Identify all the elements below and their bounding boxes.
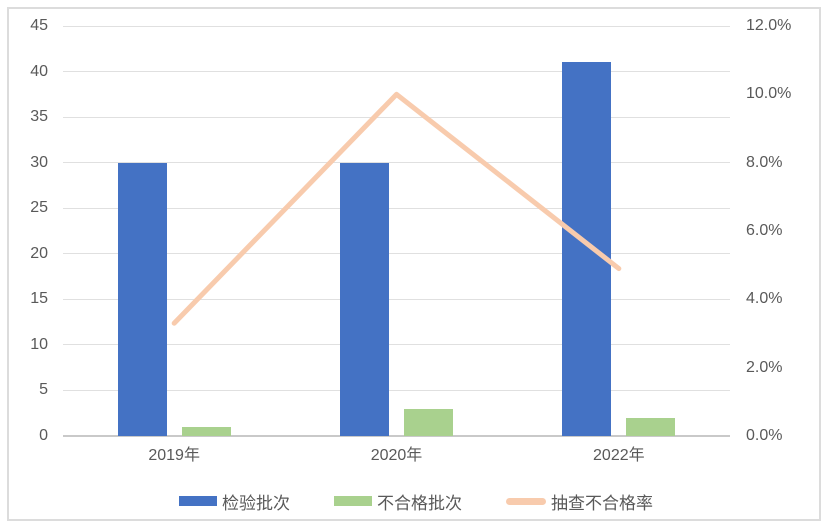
left-axis-tick-label: 5 [39, 381, 48, 399]
left-axis-tick-label: 10 [30, 335, 48, 353]
right-axis-tick-label: 8.0% [746, 153, 783, 171]
x-axis-label: 2020年 [370, 447, 423, 464]
legend-item-抽查不合格率: 抽查不合格率 [506, 489, 653, 514]
bar-检验批次-2019年 [117, 162, 167, 436]
right-axis-tick-label: 4.0% [746, 290, 783, 308]
right-axis-tick-label: 0.0% [746, 427, 783, 444]
left-axis-tick-label: 25 [30, 199, 48, 217]
legend-bar-swatch-icon [334, 496, 372, 506]
bar-不合格批次-2019年 [181, 426, 231, 436]
legend-item-不合格批次: 不合格批次 [334, 489, 462, 514]
bar-不合格批次-2020年 [404, 408, 453, 436]
legend-bar-swatch-icon [179, 496, 217, 506]
gridline [63, 389, 730, 391]
left-axis-tick-label: 15 [30, 290, 48, 308]
left-axis-tick-label: 35 [30, 108, 48, 126]
legend: 检验批次 不合格批次 抽查不合格率 [0, 487, 832, 515]
right-axis-tick-label: 12.0% [746, 17, 792, 34]
gridline [63, 25, 730, 27]
left-axis-tick-label: 45 [30, 17, 48, 34]
bar-不合格批次-2022年 [626, 417, 676, 436]
gridline [63, 344, 730, 346]
legend-item-检验批次: 检验批次 [179, 489, 290, 514]
x-axis-line [63, 435, 730, 437]
right-axis-tick-label: 6.0% [746, 222, 783, 239]
left-axis-tick-label: 30 [30, 153, 48, 171]
gridline [63, 71, 730, 73]
legend-line-swatch-icon [506, 497, 546, 505]
left-axis-tick-label: 40 [30, 62, 48, 80]
right-axis-tick-label: 2.0% [746, 358, 783, 376]
x-axis-label: 2019年 [148, 447, 200, 464]
bar-检验批次-2020年 [340, 162, 389, 436]
gridline [63, 116, 730, 118]
right-axis-tick-label: 10.0% [746, 85, 792, 103]
legend-label: 不合格批次 [377, 493, 462, 513]
left-axis-tick-label: 0 [39, 427, 48, 444]
x-axis-label: 2022年 [593, 447, 645, 464]
legend-label: 检验批次 [222, 493, 290, 513]
legend-label: 抽查不合格率 [551, 493, 653, 513]
left-axis-tick-label: 20 [30, 244, 48, 262]
bar-检验批次-2022年 [562, 62, 612, 436]
